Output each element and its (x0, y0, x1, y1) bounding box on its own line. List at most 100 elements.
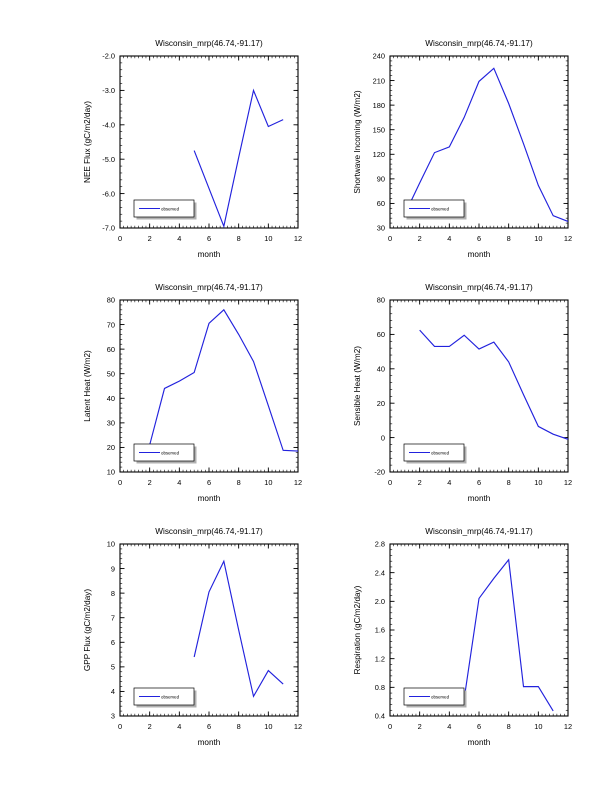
plot-title: Wisconsin_mrp(46.74,-91.17) (155, 39, 263, 48)
legend-box[interactable] (133, 199, 195, 218)
y-tick-label: 10 (107, 468, 115, 477)
y-tick-label: 20 (377, 399, 385, 408)
x-tick-label: 2 (148, 234, 152, 243)
series-line-observed (419, 329, 569, 440)
x-tick-label: 6 (207, 722, 211, 731)
x-tick-label: 8 (507, 234, 511, 243)
x-tick-label: 12 (564, 722, 572, 731)
series-line-observed (463, 558, 554, 712)
y-tick-label: 0 (381, 433, 385, 442)
y-tick-label: 4 (111, 687, 115, 696)
x-axis-label: month (468, 738, 491, 747)
x-tick-label: 12 (294, 234, 302, 243)
y-tick-label: 6 (111, 638, 115, 647)
y-tick-label: 240 (373, 52, 385, 61)
y-tick-label: 120 (373, 150, 385, 159)
legend-label: observed (161, 450, 180, 455)
y-tick-label: 1.2 (375, 654, 385, 663)
legend-box[interactable] (403, 443, 465, 462)
y-tick-label: -3.0 (102, 86, 115, 95)
x-tick-label: 12 (294, 722, 302, 731)
y-tick-label: 5 (111, 663, 115, 672)
x-tick-label: 2 (418, 234, 422, 243)
x-tick-label: 4 (447, 478, 451, 487)
y-tick-label: 1.6 (375, 626, 385, 635)
y-axis-label: Latent Heat (W/m2) (83, 350, 92, 422)
x-tick-label: 2 (418, 722, 422, 731)
y-tick-label: 80 (377, 296, 385, 305)
series-line-observed (193, 559, 284, 698)
x-tick-label: 10 (534, 234, 542, 243)
y-tick-label: 180 (373, 101, 385, 110)
y-tick-label: 0.8 (375, 683, 385, 692)
legend-label: observed (431, 206, 450, 211)
y-tick-label: 90 (377, 175, 385, 184)
legend-label: observed (431, 694, 450, 699)
x-tick-label: 10 (534, 478, 542, 487)
legend-box[interactable] (133, 687, 195, 706)
y-tick-label: 0.4 (375, 712, 385, 721)
x-tick-label: 2 (148, 478, 152, 487)
subplot-latent-heat: Wisconsin_mrp(46.74,-91.17) 0 2 4 6 8 10 12 10 20… (60, 272, 312, 516)
x-tick-label: 0 (388, 722, 392, 731)
legend-label: observed (161, 694, 180, 699)
x-tick-label: 6 (207, 234, 211, 243)
y-tick-label: 2.8 (375, 540, 385, 549)
x-tick-label: 6 (477, 234, 481, 243)
x-axis-label: month (468, 250, 491, 259)
y-tick-label: -6.0 (102, 189, 115, 198)
y-tick-label: 60 (107, 345, 115, 354)
plot-title: Wisconsin_mrp(46.74,-91.17) (425, 283, 533, 292)
subplot-respiration: Wisconsin_mrp(46.74,-91.17) 0 2 4 6 8 10 12 0.4 0… (330, 516, 582, 760)
y-tick-label: 10 (107, 540, 115, 549)
plot-title: Wisconsin_mrp(46.74,-91.17) (425, 527, 533, 536)
x-tick-label: 12 (294, 478, 302, 487)
y-axis-label: NEE Flux (gC/m2/day) (83, 101, 92, 183)
y-tick-label: 30 (377, 224, 385, 233)
x-tick-label: 12 (564, 234, 572, 243)
x-tick-label: 0 (118, 478, 122, 487)
legend-label: observed (161, 206, 180, 211)
y-tick-label: 3 (111, 712, 115, 721)
x-axis-label: month (198, 494, 221, 503)
plot-title: Wisconsin_mrp(46.74,-91.17) (155, 283, 263, 292)
y-axis-label: GPP Flux (gC/m2/day) (83, 589, 92, 671)
x-tick-label: 12 (564, 478, 572, 487)
y-tick-label: 60 (377, 330, 385, 339)
y-tick-label: 8 (111, 589, 115, 598)
subplot-shortwave-incoming: Wisconsin_mrp(46.74,-91.17) 0 2 4 6 8 10 12 30 60… (330, 28, 582, 272)
x-tick-label: 6 (207, 478, 211, 487)
x-tick-label: 0 (388, 478, 392, 487)
subplot-sensible-heat: Wisconsin_mrp(46.74,-91.17) 0 2 4 6 8 10 12 -20 0… (330, 272, 582, 516)
x-tick-label: 4 (447, 722, 451, 731)
series-line-observed (404, 67, 569, 222)
legend-box[interactable] (133, 443, 195, 462)
x-tick-label: 10 (264, 478, 272, 487)
x-tick-label: 8 (507, 478, 511, 487)
series-line-observed (193, 88, 284, 229)
x-axis-label: month (468, 494, 491, 503)
legend-box[interactable] (403, 687, 465, 706)
x-tick-label: 4 (177, 478, 181, 487)
y-tick-label: 40 (107, 394, 115, 403)
y-tick-label: -5.0 (102, 155, 115, 164)
x-tick-label: 0 (118, 722, 122, 731)
y-tick-label: 7 (111, 613, 115, 622)
x-axis-label: month (198, 738, 221, 747)
y-tick-label: 210 (373, 76, 385, 85)
legend-box[interactable] (403, 199, 465, 218)
y-tick-label: 30 (107, 419, 115, 428)
x-tick-label: 8 (237, 722, 241, 731)
x-tick-label: 2 (148, 722, 152, 731)
y-tick-label: 60 (377, 199, 385, 208)
legend-label: observed (431, 450, 450, 455)
x-tick-label: 6 (477, 722, 481, 731)
x-tick-label: 4 (177, 234, 181, 243)
x-tick-label: 4 (177, 722, 181, 731)
y-tick-label: 80 (107, 296, 115, 305)
x-tick-label: 8 (237, 234, 241, 243)
y-tick-label: -7.0 (102, 224, 115, 233)
x-tick-label: 8 (237, 478, 241, 487)
x-tick-label: 10 (264, 234, 272, 243)
